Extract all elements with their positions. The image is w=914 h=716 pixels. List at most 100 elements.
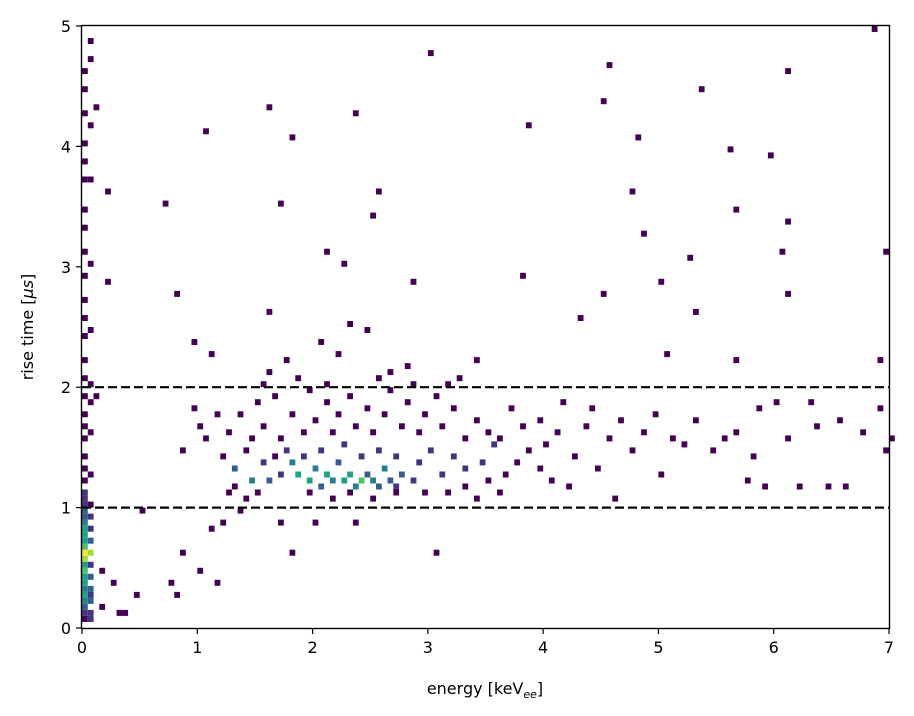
- histogram-bin: [347, 321, 353, 327]
- histogram-bin: [733, 206, 740, 213]
- histogram-bin: [82, 489, 88, 496]
- histogram-bin: [347, 489, 353, 496]
- histogram-bin: [606, 62, 613, 69]
- histogram-bin: [352, 483, 359, 490]
- histogram-bin: [779, 248, 786, 255]
- y-tick-label: 2: [61, 378, 71, 397]
- x-tick-label: 0: [77, 638, 87, 657]
- histogram-bin: [324, 248, 330, 255]
- histogram-bin: [249, 435, 255, 442]
- histogram-bin: [352, 423, 359, 430]
- histogram-bin: [87, 585, 94, 592]
- histogram-bin: [87, 176, 94, 183]
- histogram-bin: [82, 272, 88, 279]
- histogram-bin: [825, 483, 832, 490]
- histogram-bin: [381, 465, 388, 472]
- histogram-bin: [197, 423, 204, 430]
- histogram-bin: [410, 477, 417, 484]
- histogram-bin: [427, 447, 434, 454]
- histogram-bin: [387, 369, 394, 376]
- histogram-bin: [727, 146, 734, 153]
- histogram-bin: [583, 423, 590, 430]
- histogram-bin: [105, 278, 111, 285]
- histogram-bin: [278, 435, 284, 442]
- histogram-bin: [399, 423, 405, 430]
- histogram-bin: [341, 260, 348, 267]
- histogram-bin: [335, 459, 342, 466]
- histogram-bin: [266, 104, 273, 111]
- histogram-bin: [116, 609, 123, 616]
- histogram-bin: [289, 549, 296, 556]
- histogram-bin: [87, 501, 94, 508]
- histogram-bin: [560, 399, 567, 406]
- histogram-bin: [278, 471, 284, 478]
- histogram-bin: [404, 399, 411, 406]
- histogram-bin: [162, 200, 169, 207]
- histogram-bins: [82, 26, 895, 622]
- histogram-bin: [785, 68, 791, 75]
- histogram-bin: [370, 495, 376, 502]
- histogram-bin: [324, 381, 330, 388]
- y-tick-label: 3: [61, 258, 71, 277]
- histogram-bin: [82, 555, 88, 562]
- histogram-bin: [387, 387, 394, 394]
- histogram-bin: [520, 423, 526, 430]
- histogram-bin: [762, 483, 768, 490]
- histogram-bin: [87, 327, 94, 333]
- histogram-bin: [260, 381, 267, 388]
- histogram-bin: [877, 405, 884, 412]
- histogram-bin: [525, 122, 532, 129]
- x-axis-title: energy [keVee]: [427, 679, 543, 701]
- histogram-bin: [87, 513, 94, 520]
- histogram-bin: [82, 549, 88, 556]
- histogram-bin: [237, 411, 244, 418]
- histogram-bin: [93, 104, 100, 111]
- y-axis-title: rise time [μs]: [18, 274, 37, 381]
- histogram-bin: [82, 561, 88, 568]
- histogram-bin: [82, 531, 88, 538]
- histogram-bin: [329, 477, 336, 484]
- histogram-bin: [376, 375, 382, 382]
- histogram-bin: [877, 357, 884, 364]
- histogram-bin: [82, 591, 88, 598]
- histogram-bin: [82, 477, 88, 484]
- histogram-bin: [237, 507, 244, 514]
- histogram-bin: [82, 224, 88, 231]
- histogram-bin: [306, 387, 313, 394]
- histogram-bin: [208, 525, 215, 532]
- histogram-bin: [358, 453, 365, 460]
- histogram-bin: [174, 591, 180, 598]
- histogram-bin: [376, 447, 382, 454]
- histogram-bin: [773, 399, 780, 406]
- histogram-bin: [618, 417, 624, 424]
- histogram-bin: [82, 68, 88, 75]
- histogram-bin: [254, 489, 261, 496]
- histogram-bin: [808, 399, 815, 406]
- histogram-bin: [266, 369, 273, 376]
- histogram-bin: [796, 483, 803, 490]
- histogram-bin: [87, 429, 94, 436]
- x-tick-label: 3: [423, 638, 433, 657]
- histogram-bin: [203, 128, 209, 135]
- histogram-bin: [479, 459, 486, 466]
- histogram-bin: [456, 375, 463, 382]
- histogram-bin: [785, 290, 791, 297]
- histogram-bin: [168, 579, 175, 586]
- histogram-bin: [693, 417, 699, 424]
- histogram-bin: [698, 86, 705, 93]
- x-tick-label: 1: [192, 638, 202, 657]
- histogram-bin: [756, 405, 763, 412]
- histogram-bin: [364, 471, 371, 478]
- histogram-bin: [670, 435, 676, 442]
- histogram-bin: [641, 230, 647, 237]
- histogram-bin: [750, 453, 757, 460]
- histogram-bin: [203, 435, 209, 442]
- histogram-bin: [664, 351, 670, 358]
- histogram-bin: [324, 399, 330, 406]
- histogram-bin: [883, 447, 889, 454]
- histogram-bin: [502, 471, 509, 478]
- histogram-bin: [266, 308, 273, 315]
- histogram-bin: [572, 453, 578, 460]
- histogram-bin: [82, 86, 88, 93]
- histogram-bin: [404, 363, 411, 370]
